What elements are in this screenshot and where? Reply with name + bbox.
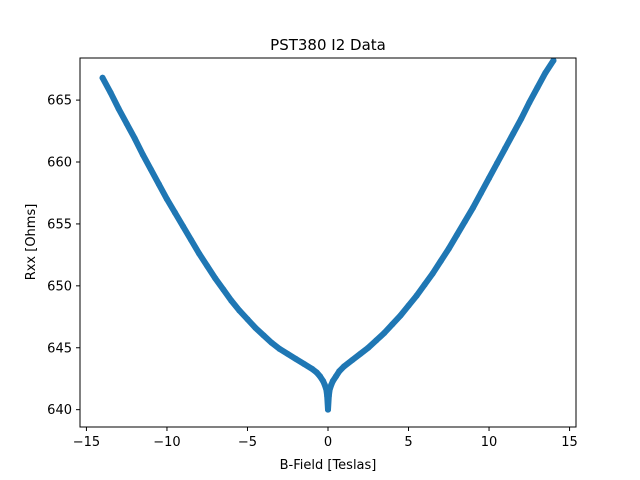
chart-title: PST380 I2 Data <box>270 36 386 54</box>
y-tick-label: 640 <box>47 403 72 418</box>
y-tick-label: 655 <box>47 217 72 232</box>
x-tick-label: 10 <box>481 435 498 450</box>
x-tick-label: −5 <box>238 435 257 450</box>
x-axis-label: B-Field [Teslas] <box>280 458 377 473</box>
y-tick-label: 645 <box>47 341 72 356</box>
y-axis-ticks: 640 645 650 655 660 665 <box>47 94 80 418</box>
x-tick-label: −10 <box>153 435 180 450</box>
data-series-curve <box>99 57 557 413</box>
plot-area <box>80 58 576 427</box>
y-tick-label: 665 <box>47 94 72 109</box>
y-axis-label: Rxx [Ohms] <box>24 204 39 281</box>
x-tick-label: −15 <box>73 435 100 450</box>
x-tick-label: 5 <box>404 435 412 450</box>
x-tick-label: 15 <box>561 435 578 450</box>
y-tick-label: 660 <box>47 156 72 171</box>
x-tick-label: 0 <box>324 435 332 450</box>
x-axis-ticks: −15 −10 −5 0 5 10 15 <box>73 427 578 450</box>
y-tick-label: 650 <box>47 279 72 294</box>
